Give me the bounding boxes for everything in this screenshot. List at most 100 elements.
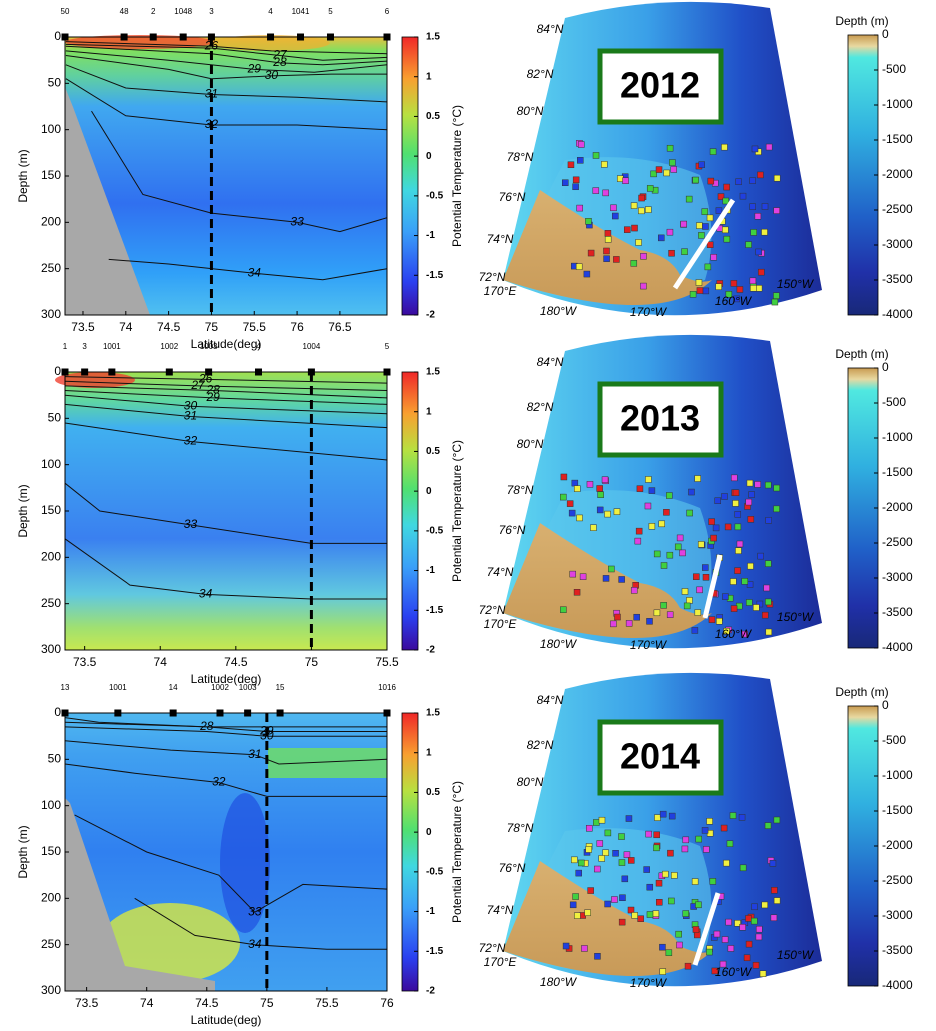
contour-line: [91, 110, 388, 233]
station-square: [658, 520, 665, 528]
contour-label: 28: [272, 55, 287, 69]
station-square: [734, 523, 742, 531]
station-square: [701, 208, 709, 215]
station-square: [566, 500, 574, 507]
colorbar-tick-label: -500: [882, 733, 906, 747]
station-square: [633, 613, 640, 621]
station-square: [713, 930, 721, 938]
contour-line: [134, 897, 387, 950]
station-marker: [205, 368, 213, 376]
y-tick-label: 100: [41, 122, 61, 136]
station-square: [653, 844, 660, 852]
lon-label: 150°W: [777, 277, 815, 291]
station-marker: [179, 33, 187, 41]
station-square: [723, 235, 731, 243]
station-square: [702, 223, 709, 230]
colorbar-tick-label: -2: [426, 310, 435, 321]
colorbar-tick-label: -2500: [882, 535, 913, 549]
station-square: [630, 260, 638, 267]
y-tick-label: 0: [54, 705, 61, 719]
contour-label: 28: [205, 383, 220, 397]
x-tick-label: 76: [380, 996, 394, 1010]
station-square: [685, 195, 693, 203]
lat-label: 74°N: [487, 565, 514, 579]
station-square: [593, 819, 600, 826]
station-square: [698, 161, 705, 168]
colorbar-tick-label: 0: [882, 27, 889, 41]
station-square: [652, 910, 660, 917]
contour-line: [64, 538, 387, 600]
lat-label: 78°N: [507, 150, 534, 164]
station-square: [665, 949, 673, 956]
station-label: 15: [276, 683, 285, 692]
lon-label: 170°E: [484, 284, 518, 298]
colorbar-tick-label: 0.5: [426, 111, 440, 122]
station-square: [643, 866, 650, 873]
station-square: [682, 910, 690, 917]
lat-label: 72°N: [479, 603, 506, 617]
station-square: [666, 492, 673, 499]
station-square: [592, 187, 600, 194]
station-marker: [165, 368, 173, 376]
station-square: [659, 810, 667, 818]
station-square: [691, 627, 699, 634]
lat-label: 72°N: [479, 941, 506, 955]
colorbar: [401, 712, 419, 992]
station-square: [732, 500, 739, 507]
station-square: [702, 564, 709, 571]
warm-patch: [268, 748, 387, 778]
station-label: 13: [61, 683, 70, 692]
contour-line: [64, 726, 387, 737]
station-square: [745, 241, 752, 248]
station-square: [682, 836, 690, 844]
lon-label: 170°E: [484, 617, 518, 631]
station-square: [721, 143, 728, 151]
colorbar-tick-label: 0: [426, 486, 432, 497]
station-square: [696, 586, 703, 594]
x-tick-label: 74: [140, 996, 154, 1010]
station-square: [736, 286, 744, 293]
colorbar-tick-label: 1.5: [426, 708, 440, 719]
station-square: [722, 197, 730, 205]
station-square: [717, 193, 725, 200]
station-square: [730, 280, 738, 287]
station-square: [761, 901, 768, 909]
station-square: [723, 183, 730, 191]
colorbar-tick-label: -2500: [882, 873, 913, 887]
lon-label: 150°W: [777, 610, 815, 624]
station-square: [646, 883, 654, 891]
y-tick-label: 300: [41, 983, 61, 997]
colorbar-tick-label: -1500: [882, 132, 913, 146]
station-square: [575, 869, 582, 877]
station-square: [681, 248, 688, 255]
station-square: [755, 248, 762, 256]
station-square: [560, 606, 567, 613]
station-square: [750, 284, 757, 292]
y-tick-label: 300: [41, 642, 61, 656]
year-box: [597, 719, 724, 796]
colorbar-tick-label: 1: [426, 406, 432, 417]
station-square: [671, 872, 678, 879]
station-square: [730, 578, 737, 585]
station-square: [648, 487, 656, 494]
station-square: [745, 915, 752, 922]
lon-label: 180°W: [540, 975, 578, 989]
station-square: [590, 524, 597, 531]
station-square: [706, 241, 714, 248]
station-square: [686, 509, 693, 517]
station-square: [748, 491, 755, 498]
station-square: [703, 846, 710, 853]
station-label: 4: [268, 7, 273, 16]
lon-label: 170°W: [630, 638, 668, 652]
station-square: [679, 549, 686, 557]
station-square: [749, 203, 756, 210]
station-square: [613, 508, 621, 515]
station-marker: [267, 33, 275, 41]
station-square: [716, 618, 723, 625]
x-tick-label: 75.5: [375, 655, 399, 669]
station-square: [574, 912, 581, 919]
station-square: [579, 573, 587, 580]
contour-label: 34: [248, 937, 262, 951]
station-square: [646, 911, 654, 918]
